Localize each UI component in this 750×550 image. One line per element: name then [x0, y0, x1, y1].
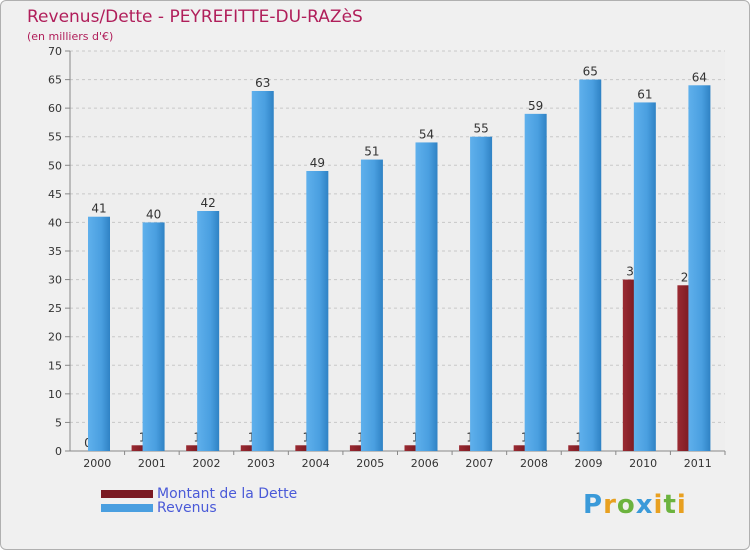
- revenue-value-label: 54: [419, 127, 434, 141]
- y-tick-label: 20: [48, 331, 62, 344]
- chart-title: Revenus/Dette - PEYREFITTE-DU-RAZèS: [27, 7, 363, 27]
- revenue-value-label: 55: [473, 122, 488, 136]
- y-tick-label: 40: [48, 216, 62, 229]
- revenue-bar: [197, 211, 220, 451]
- y-tick-label: 10: [48, 388, 62, 401]
- x-tick-label: 2001: [138, 457, 166, 470]
- y-tick-label: 0: [55, 445, 62, 458]
- logo-letter: t: [663, 490, 677, 520]
- legend-item-revenue: Revenus: [101, 501, 297, 515]
- y-tick-label: 50: [48, 159, 62, 172]
- x-tick-label: 2011: [684, 457, 712, 470]
- y-tick-label: 45: [48, 188, 62, 201]
- revenue-value-label: 49: [310, 156, 325, 170]
- revenue-bar: [415, 142, 438, 451]
- x-tick-label: 2007: [465, 457, 493, 470]
- revenue-value-label: 61: [637, 87, 652, 101]
- revenue-value-label: 64: [692, 70, 707, 84]
- y-tick-label: 25: [48, 302, 62, 315]
- revenue-bar: [524, 113, 547, 451]
- proxiti-logo: Proxiti: [583, 490, 687, 520]
- y-tick-label: 30: [48, 274, 62, 287]
- revenue-value-label: 59: [528, 99, 543, 113]
- revenue-bar: [88, 216, 110, 451]
- x-tick-label: 2006: [411, 457, 439, 470]
- revenue-bar: [688, 85, 711, 452]
- revenue-value-label: 40: [146, 207, 161, 221]
- y-tick-label: 35: [48, 245, 62, 258]
- y-tick-label: 60: [48, 102, 62, 115]
- legend-item-debt: Montant de la Dette: [101, 487, 297, 501]
- revenue-value-label: 51: [364, 145, 379, 159]
- x-tick-label: 2004: [302, 457, 330, 470]
- y-tick-label: 65: [48, 74, 62, 87]
- revenue-bar: [142, 222, 165, 451]
- y-tick-label: 5: [55, 416, 62, 429]
- legend-swatch-revenue: [101, 504, 153, 512]
- x-tick-label: 2003: [247, 457, 275, 470]
- chart-subtitle: (en milliers d'€): [27, 30, 114, 43]
- legend-label-debt: Montant de la Dette: [157, 486, 298, 502]
- x-tick-label: 2005: [356, 457, 384, 470]
- y-tick-label: 55: [48, 131, 62, 144]
- y-tick-label: 70: [48, 45, 62, 58]
- legend-swatch-debt: [101, 490, 153, 498]
- x-tick-label: 2002: [192, 457, 220, 470]
- revenue-bar: [579, 79, 602, 452]
- x-tick-label: 2008: [520, 457, 548, 470]
- logo-letter: P: [583, 490, 604, 520]
- revenue-bar: [633, 102, 656, 451]
- logo-letter: x: [635, 490, 654, 520]
- x-tick-label: 2000: [83, 457, 111, 470]
- logo-letter: i: [653, 490, 664, 520]
- revenue-bar: [251, 91, 274, 451]
- revenue-bar: [360, 159, 383, 452]
- x-tick-label: 2010: [629, 457, 657, 470]
- revenue-value-label: 63: [255, 76, 270, 90]
- logo-letter: r: [603, 490, 617, 520]
- y-tick-label: 15: [48, 359, 62, 372]
- revenue-bar: [306, 171, 329, 451]
- revenue-value-label: 41: [91, 202, 106, 216]
- chart-legend: Montant de la Dette Revenus: [101, 487, 297, 515]
- revenue-value-label: 65: [583, 65, 598, 79]
- x-tick-label: 2009: [575, 457, 603, 470]
- revenue-value-label: 42: [201, 196, 216, 210]
- legend-label-revenue: Revenus: [157, 500, 217, 516]
- revenue-bar: [470, 136, 493, 451]
- logo-letter: o: [616, 490, 636, 520]
- logo-letter: i: [676, 490, 687, 520]
